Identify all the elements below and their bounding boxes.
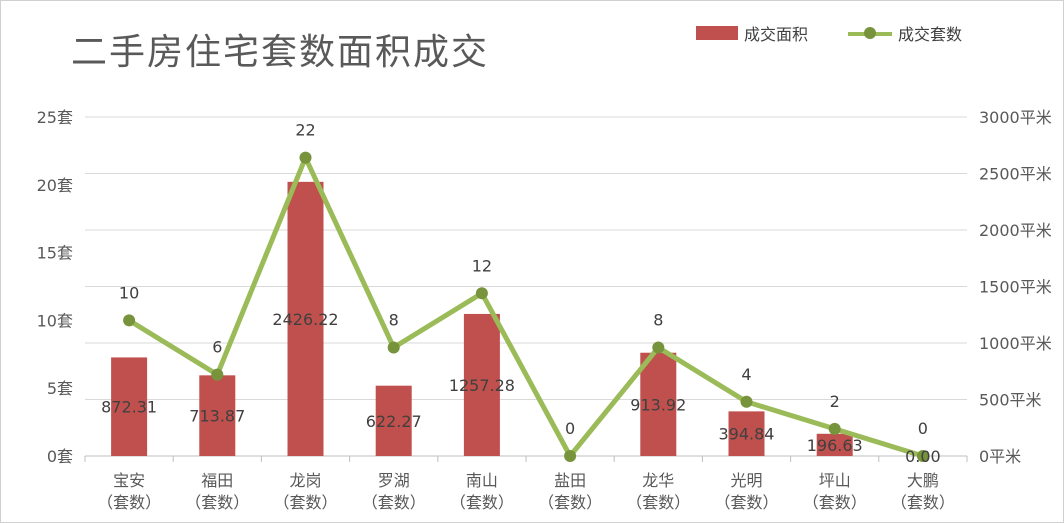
line-point xyxy=(387,341,400,354)
x-tick-label: （套数） xyxy=(803,493,867,512)
line-data-label: 2 xyxy=(830,392,840,411)
legend-label-area: 成交面积 xyxy=(744,25,809,44)
legend-swatch-bar xyxy=(696,26,738,40)
y-right-tick-label: 0平米 xyxy=(979,447,1021,466)
bar xyxy=(111,357,148,456)
x-tick-label: （套数） xyxy=(450,493,514,512)
bar-data-label: 1257.28 xyxy=(449,376,515,395)
line-point xyxy=(828,422,841,435)
bar-data-label: 913.92 xyxy=(630,395,686,414)
x-tick-label: （套数） xyxy=(97,493,161,512)
bar xyxy=(728,411,765,456)
bar-data-label: 2426.22 xyxy=(272,310,338,329)
y-left-tick-label: 20套 xyxy=(37,176,73,195)
line-data-label: 4 xyxy=(741,365,751,384)
x-tick-label: （套数） xyxy=(891,493,955,512)
bar xyxy=(640,352,677,456)
bar xyxy=(375,385,412,456)
y-right-tick-label: 500平米 xyxy=(979,391,1042,410)
x-tick-label: （套数） xyxy=(362,493,426,512)
y-right-tick-label: 1500平米 xyxy=(979,278,1052,297)
bar-data-label: 394.84 xyxy=(719,425,775,444)
x-tick-label: （套数） xyxy=(714,493,778,512)
line-point xyxy=(211,368,224,381)
legend-item-area: 成交面积 xyxy=(696,21,808,45)
y-right-tick-label: 1000平米 xyxy=(979,334,1052,353)
x-tick-label: 罗湖 xyxy=(378,471,410,490)
y-right-tick-label: 2500平米 xyxy=(979,165,1052,184)
x-tick-label: 盐田 xyxy=(554,471,586,490)
x-tick-label: 宝安 xyxy=(113,471,145,490)
bar xyxy=(816,433,853,456)
line-data-label: 0 xyxy=(565,419,575,438)
line-data-label: 12 xyxy=(472,256,492,275)
chart-title: 二手房住宅套数面积成交 xyxy=(71,32,490,73)
y-left-tick-label: 25套 xyxy=(37,108,73,127)
line-point xyxy=(652,341,665,354)
line-point xyxy=(740,395,753,408)
line-point xyxy=(299,151,312,164)
x-tick-label: 龙岗 xyxy=(289,471,321,490)
series-line xyxy=(126,155,926,459)
line-data-label: 10 xyxy=(119,283,139,302)
bar xyxy=(463,313,500,456)
bar xyxy=(199,375,236,456)
line-point xyxy=(564,450,577,462)
line-point xyxy=(123,314,136,327)
y-right-tick-label: 2000平米 xyxy=(979,221,1052,240)
line-point xyxy=(475,287,488,300)
bar-data-label: 872.31 xyxy=(101,398,157,417)
x-tick-label: 南山 xyxy=(466,471,498,490)
bar-data-label: 622.27 xyxy=(366,412,422,431)
x-tick-label: 大鹏 xyxy=(907,471,939,490)
bar-data-label: 196.63 xyxy=(807,436,863,455)
line-data-label: 22 xyxy=(295,121,315,140)
legend-label-count: 成交套数 xyxy=(898,25,963,44)
x-tick-label: （套数） xyxy=(185,493,249,512)
legend-item-count: 成交套数 xyxy=(848,21,962,45)
x-tick-label: 福田 xyxy=(201,471,233,490)
x-tick-label: （套数） xyxy=(626,493,690,512)
x-tick-label: 坪山 xyxy=(819,471,851,490)
line-data-label: 6 xyxy=(212,338,222,357)
line-point xyxy=(916,450,929,462)
y-left-tick-label: 5套 xyxy=(47,379,73,398)
line-data-label: 8 xyxy=(389,311,399,330)
bar-data-label: 0.00 xyxy=(905,447,941,466)
legend-swatch-line xyxy=(848,26,893,40)
bar xyxy=(287,181,324,456)
x-tick-label: （套数） xyxy=(538,493,602,512)
line-data-label: 8 xyxy=(653,311,663,330)
chart-legend: 成交面积 成交套数 xyxy=(696,21,1002,45)
y-left-tick-label: 0套 xyxy=(47,447,73,466)
y-left-tick-label: 15套 xyxy=(37,244,73,263)
line-data-label: 0 xyxy=(918,419,928,438)
bar-data-label: 713.87 xyxy=(189,407,245,426)
x-tick-label: （套数） xyxy=(273,493,337,512)
y-right-tick-label: 3000平米 xyxy=(979,108,1052,127)
x-tick-label: 光明 xyxy=(730,471,762,490)
x-tick-label: 龙华 xyxy=(642,471,674,490)
y-left-tick-label: 10套 xyxy=(37,311,73,330)
